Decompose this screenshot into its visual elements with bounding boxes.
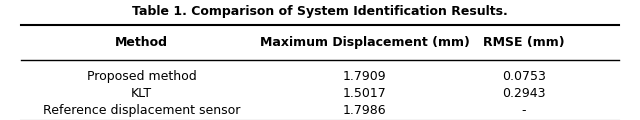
Text: KLT: KLT: [131, 87, 152, 100]
Text: Reference displacement sensor: Reference displacement sensor: [43, 104, 240, 117]
Text: Method: Method: [115, 36, 168, 49]
Text: Proposed method: Proposed method: [86, 70, 196, 83]
Text: -: -: [522, 104, 526, 117]
Text: 1.7986: 1.7986: [343, 104, 387, 117]
Text: 1.7909: 1.7909: [343, 70, 387, 83]
Text: 0.0753: 0.0753: [502, 70, 546, 83]
Text: RMSE (mm): RMSE (mm): [483, 36, 564, 49]
Text: 0.2943: 0.2943: [502, 87, 546, 100]
Text: Maximum Displacement (mm): Maximum Displacement (mm): [260, 36, 470, 49]
Text: 1.5017: 1.5017: [343, 87, 387, 100]
Text: Table 1. Comparison of System Identification Results.: Table 1. Comparison of System Identifica…: [132, 5, 508, 18]
